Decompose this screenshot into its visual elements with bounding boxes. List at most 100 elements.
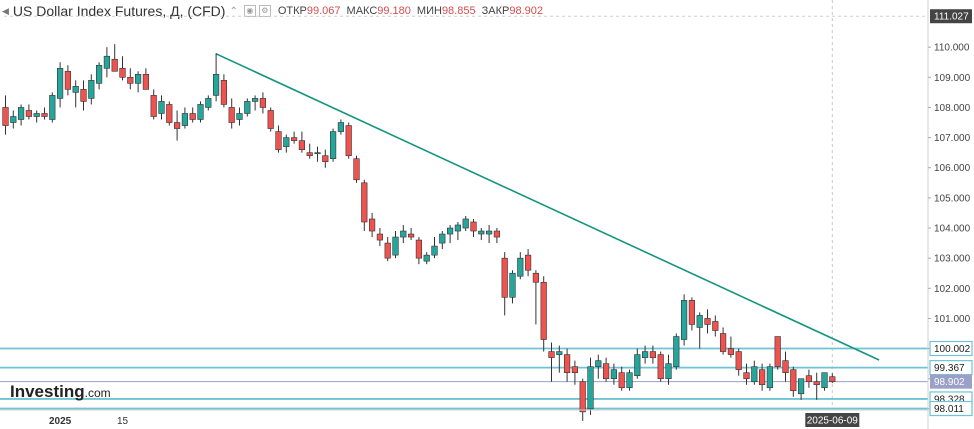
candle-body <box>735 351 742 370</box>
candle-body <box>337 122 345 132</box>
y-tick-label-108000: 108.000 <box>934 103 971 114</box>
last-date-badge <box>805 413 860 427</box>
chart-header: ◀ US Dollar Index Futures, Д, (CFD) ⌃ ◉ … <box>0 0 930 22</box>
collapse-arrow-icon[interactable]: ◀ <box>2 5 9 16</box>
candle-body <box>602 363 610 380</box>
level-badge-1 <box>929 360 973 376</box>
level-label-0: 100.002 <box>934 344 971 355</box>
candle-body <box>213 74 220 96</box>
candle-body <box>205 98 212 108</box>
candle-body <box>704 318 711 325</box>
candle-body <box>244 101 251 114</box>
x-axis-label-1: 15 <box>117 416 129 427</box>
open-label: ОТКР <box>277 5 307 17</box>
eye-icon[interactable]: ◉ <box>243 5 256 17</box>
candle-body <box>80 89 87 102</box>
candle-body <box>119 67 126 78</box>
candle-body <box>665 363 672 380</box>
candle-body <box>595 360 602 367</box>
candle-body <box>174 122 181 129</box>
candle-body <box>96 64 103 84</box>
candle-body <box>493 230 501 238</box>
candle-body <box>2 107 9 126</box>
candle-body <box>220 80 228 105</box>
candle-body <box>314 152 321 154</box>
close-value: 98.902 <box>509 5 543 17</box>
instrument-title: US Dollar Index Futures, Д, (CFD) <box>12 3 226 19</box>
candle-body <box>532 272 539 283</box>
candle-body <box>618 372 625 389</box>
candle-body <box>805 375 812 383</box>
candle-body <box>524 254 532 271</box>
candle-body <box>400 230 407 238</box>
candle-body <box>439 233 446 244</box>
candle-body <box>228 107 235 123</box>
candle-body <box>329 131 337 159</box>
candle-body <box>501 257 508 298</box>
candle-body <box>563 354 571 373</box>
candle-body <box>454 224 462 232</box>
candle-body <box>392 236 399 256</box>
y-tick-label-104000: 104.000 <box>934 224 971 235</box>
candle-body <box>790 369 797 392</box>
candle-body <box>368 218 376 232</box>
candle-body <box>275 131 282 150</box>
y-tick-label-102000: 102.000 <box>934 284 971 295</box>
candle-body <box>415 239 423 259</box>
candle-body <box>25 110 33 117</box>
candle-body <box>259 98 267 108</box>
candle-body <box>423 254 430 262</box>
candle-body <box>485 230 493 235</box>
low-value: 98.855 <box>441 5 476 17</box>
candle-body <box>384 242 391 259</box>
candle-body <box>135 74 142 84</box>
candle-body <box>774 336 781 367</box>
candle-body <box>49 95 56 120</box>
candle-body <box>376 233 384 241</box>
candle-body <box>766 366 773 389</box>
candle-body <box>571 366 578 373</box>
candle-body <box>540 281 547 340</box>
level-badge-0 <box>929 340 973 357</box>
y-tick-label-106000: 106.000 <box>934 163 971 174</box>
candle-body <box>252 98 259 102</box>
candle-body <box>236 113 243 120</box>
candle-body <box>166 104 173 123</box>
last-date-label: 2025-06-09 <box>807 416 859 427</box>
candle-body <box>127 77 134 84</box>
candle-body <box>470 221 477 232</box>
candle-body <box>634 354 641 376</box>
candle-body <box>712 321 719 331</box>
candle-body <box>641 351 649 358</box>
candle-body <box>696 315 703 328</box>
y-tick-label-101000: 101.000 <box>934 314 971 325</box>
candle-body <box>743 372 750 380</box>
candle-body <box>626 372 633 389</box>
candle-body <box>103 55 110 69</box>
candle-body <box>446 227 454 235</box>
candle-body <box>431 245 438 256</box>
candle-body <box>821 372 828 389</box>
candle-body <box>556 351 563 355</box>
candle-body <box>142 74 150 90</box>
candle-body <box>290 137 298 141</box>
chevron-icon[interactable]: ⌃ <box>229 5 238 17</box>
candle-body <box>17 107 25 120</box>
candle-body <box>283 137 290 147</box>
candle-body <box>361 182 368 223</box>
y-tick-label-110000: 110.000 <box>934 43 970 54</box>
logo-wordmark: Investing <box>10 382 85 401</box>
y-tick-label-109000: 109.000 <box>934 73 971 84</box>
close-label: ЗАКР <box>481 5 510 17</box>
y-tick-label-107000: 107.000 <box>934 133 971 144</box>
y-tick-label-105000: 105.000 <box>934 193 971 204</box>
top-price-badge <box>930 9 972 24</box>
candle-body <box>298 140 306 150</box>
current-price-label: 98.902 <box>934 377 965 388</box>
candle-body <box>680 300 688 340</box>
candle-body <box>657 354 664 380</box>
candle-body <box>610 369 617 380</box>
x-axis-label-0: 2025 <box>49 416 72 427</box>
candle-body <box>579 381 586 413</box>
